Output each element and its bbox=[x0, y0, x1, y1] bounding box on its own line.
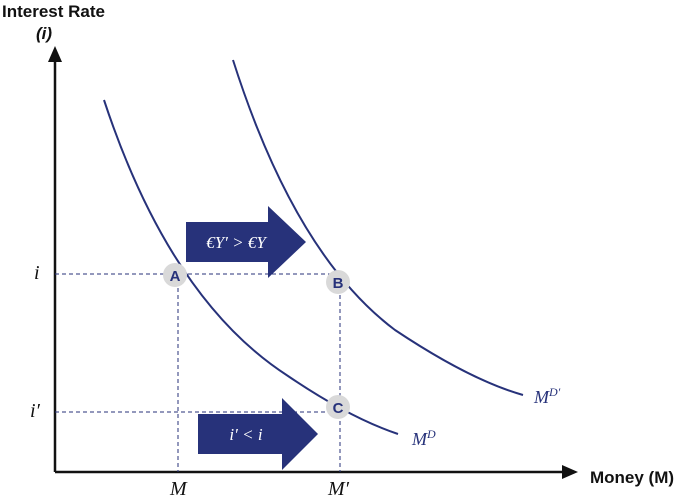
point-a-label: A bbox=[170, 268, 181, 285]
curve-label-md: MD bbox=[411, 427, 436, 449]
tick-label-i: i bbox=[34, 262, 40, 284]
x-axis-arrowhead bbox=[562, 465, 578, 479]
curve-md-prime bbox=[232, 59, 524, 396]
y-axis-title: Interest Rate bbox=[2, 2, 105, 21]
point-c-marker bbox=[326, 395, 350, 419]
arrow-income: €Y′ > €Y bbox=[186, 206, 306, 278]
tick-label-i-prime: i′ bbox=[30, 400, 41, 422]
arrow-rate: i′ < i bbox=[198, 398, 318, 470]
y-axis-subtitle: (i) bbox=[36, 24, 53, 43]
guide-lines bbox=[55, 273, 341, 472]
point-b-label: B bbox=[333, 275, 344, 292]
y-axis-arrowhead bbox=[48, 46, 62, 62]
point-b: B bbox=[326, 270, 350, 294]
curve-md bbox=[103, 99, 399, 435]
point-c-label: C bbox=[333, 400, 344, 417]
arrow-rate-label: i′ < i bbox=[229, 425, 262, 444]
arrow-income-shape bbox=[186, 206, 306, 278]
tick-label-M-prime: M′ bbox=[327, 478, 350, 500]
arrow-income-label: €Y′ > €Y bbox=[206, 233, 267, 252]
curve-label-md-prime: MD′ bbox=[533, 385, 561, 407]
arrow-rate-shape bbox=[198, 398, 318, 470]
point-a-marker bbox=[163, 263, 187, 287]
point-a: A bbox=[163, 263, 187, 287]
point-b-marker bbox=[326, 270, 350, 294]
tick-label-M: M bbox=[169, 478, 188, 500]
x-axis-title: Money (M) bbox=[590, 468, 675, 487]
point-c: C bbox=[326, 395, 350, 419]
